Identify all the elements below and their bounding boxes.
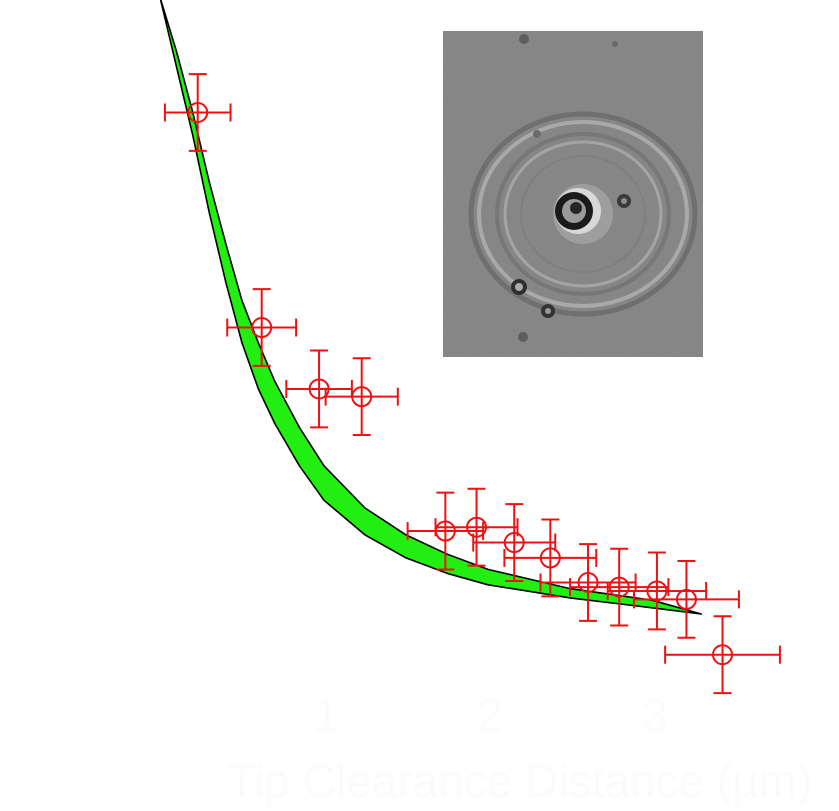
x-tick-label-1: 1 <box>313 689 339 741</box>
data-marker <box>712 644 734 666</box>
data-point-8 <box>503 518 598 598</box>
data-marker <box>308 378 330 400</box>
data-marker <box>503 532 525 554</box>
data-marker <box>675 588 697 610</box>
model-band <box>159 0 702 615</box>
data-series <box>163 73 781 695</box>
data-marker <box>577 571 599 593</box>
data-marker <box>539 547 561 569</box>
data-point-12 <box>632 559 740 639</box>
data-point-10 <box>569 547 670 627</box>
microscope-image <box>443 31 703 357</box>
data-marker <box>608 576 630 598</box>
x-tick-label-2: 2 <box>477 689 503 741</box>
data-point-7 <box>472 503 557 582</box>
data-point-2 <box>226 288 298 367</box>
data-point-6 <box>434 487 519 567</box>
data-marker <box>251 317 273 339</box>
data-marker <box>351 386 373 408</box>
inset-micrograph <box>443 31 703 357</box>
data-point-13 <box>664 615 781 695</box>
x-axis: 1 2 3 Tip Clearance Distance (µm) <box>228 689 813 807</box>
x-tick-label-3: 3 <box>642 689 668 741</box>
data-marker <box>646 580 668 602</box>
model-band-area <box>159 0 702 615</box>
data-marker <box>466 516 488 538</box>
data-point-4 <box>324 357 399 437</box>
x-axis-label: Tip Clearance Distance (µm) <box>228 755 813 807</box>
data-point-9 <box>539 543 637 622</box>
data-marker <box>187 101 209 123</box>
data-point-1 <box>163 73 232 152</box>
data-point-3 <box>285 349 353 429</box>
